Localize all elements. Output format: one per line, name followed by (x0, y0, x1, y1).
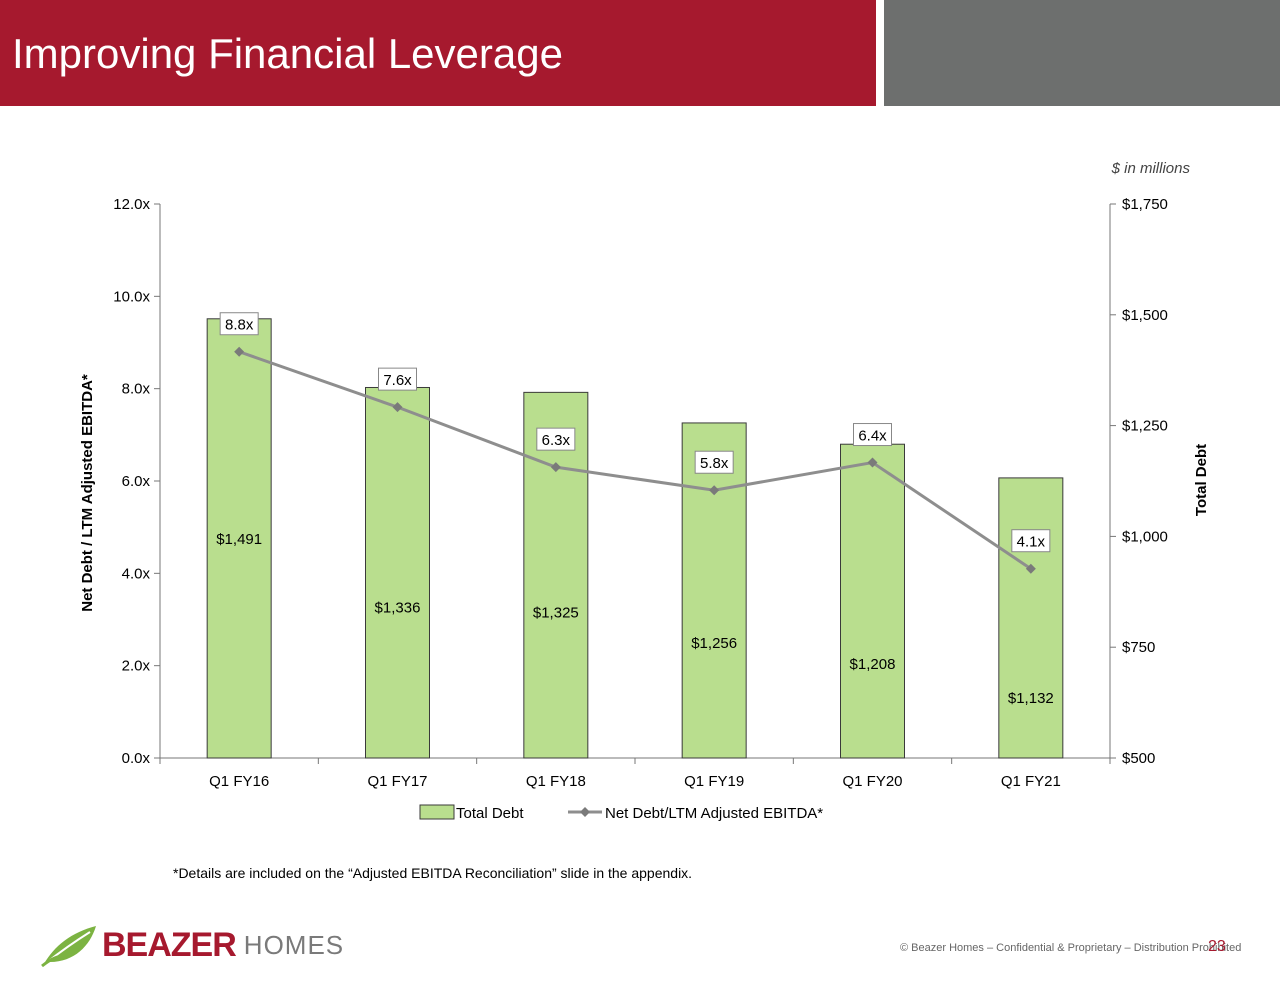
units-note: $ in millions (1111, 160, 1190, 177)
leverage-marker (550, 462, 561, 473)
leverage-data-label: 8.8x (225, 317, 254, 334)
leverage-label-box (853, 423, 892, 447)
bar-total-debt (365, 386, 430, 759)
copyright-notice: © Beazer Homes – Confidential & Propriet… (900, 942, 1242, 954)
bar-data-label: $1,336 (375, 599, 421, 616)
slide-title: Improving Financial Leverage (12, 30, 563, 77)
left-tick-label: 2.0x (122, 658, 151, 675)
right-tick-label: $750 (1122, 639, 1155, 656)
left-tick-label: 6.0x (122, 473, 151, 490)
left-tick-label: 4.0x (122, 565, 151, 582)
x-tick-label: Q1 FY16 (209, 773, 269, 790)
bar-data-label: $1,208 (850, 656, 896, 673)
x-tick-label: Q1 FY21 (1001, 773, 1061, 790)
right-axis-title: Total Debt (1193, 444, 1210, 516)
header-grey-block (884, 0, 1280, 106)
leverage-marker (1025, 563, 1036, 574)
logo-subword: HOMES (243, 929, 345, 960)
leverage-line (238, 350, 1032, 570)
left-tick-label: 10.0x (113, 288, 150, 305)
left-tick-label: 0.0x (122, 750, 151, 767)
leverage-label-box (694, 450, 734, 474)
leverage-marker (709, 485, 720, 496)
bar-data-label: $1,132 (1008, 690, 1054, 707)
legend-label-leverage: Net Debt/LTM Adjusted EBITDA* (605, 805, 823, 822)
right-tick-label: $1,500 (1122, 307, 1168, 324)
bar-data-label: $1,491 (216, 531, 262, 548)
leverage-data-label: 7.6x (383, 372, 412, 389)
right-tick-label: $1,000 (1122, 528, 1168, 545)
bar-total-debt (523, 391, 589, 759)
x-tick-label: Q1 FY18 (526, 773, 586, 790)
bar-total-debt (998, 477, 1064, 759)
title-bar (0, 0, 876, 106)
leaf-icon (41, 926, 96, 968)
bar-total-debt (681, 422, 747, 759)
legend-swatch-total-debt (419, 804, 455, 820)
leverage-marker (234, 346, 245, 357)
right-tick-label: $1,250 (1122, 418, 1168, 435)
leverage-label-box (1011, 529, 1051, 553)
bar-total-debt (840, 443, 905, 759)
leverage-label-box (378, 367, 417, 391)
leverage-data-label: 4.1x (1017, 534, 1046, 551)
footnote: *Details are included on the “Adjusted E… (173, 865, 693, 881)
leverage-data-label: 6.4x (858, 428, 887, 445)
leverage-label-box (219, 312, 259, 336)
company-logo: BEAZER HOMES (40, 920, 344, 970)
leverage-marker (867, 457, 878, 468)
left-tick-label: 12.0x (113, 196, 150, 213)
leverage-marker (392, 402, 403, 413)
right-tick-label: $500 (1122, 750, 1155, 767)
x-tick-label: Q1 FY20 (842, 773, 902, 790)
legend-label-total-debt: Total Debt (456, 805, 524, 822)
bar-total-debt (206, 318, 272, 759)
legend-marker-leverage (580, 807, 590, 817)
logo-wordmark: BEAZER (102, 925, 237, 964)
x-tick-label: Q1 FY17 (367, 773, 427, 790)
page-number: 23 (1208, 938, 1226, 955)
left-axis-title: Net Debt / LTM Adjusted EBITDA* (79, 374, 96, 612)
leverage-data-label: 6.3x (542, 432, 571, 449)
leverage-data-label: 5.8x (700, 455, 729, 472)
left-tick-label: 8.0x (122, 381, 151, 398)
bar-data-label: $1,325 (533, 604, 579, 621)
right-tick-label: $1,750 (1122, 196, 1168, 213)
bar-data-label: $1,256 (691, 635, 737, 652)
x-tick-label: Q1 FY19 (684, 773, 744, 790)
leverage-label-box (536, 427, 576, 451)
